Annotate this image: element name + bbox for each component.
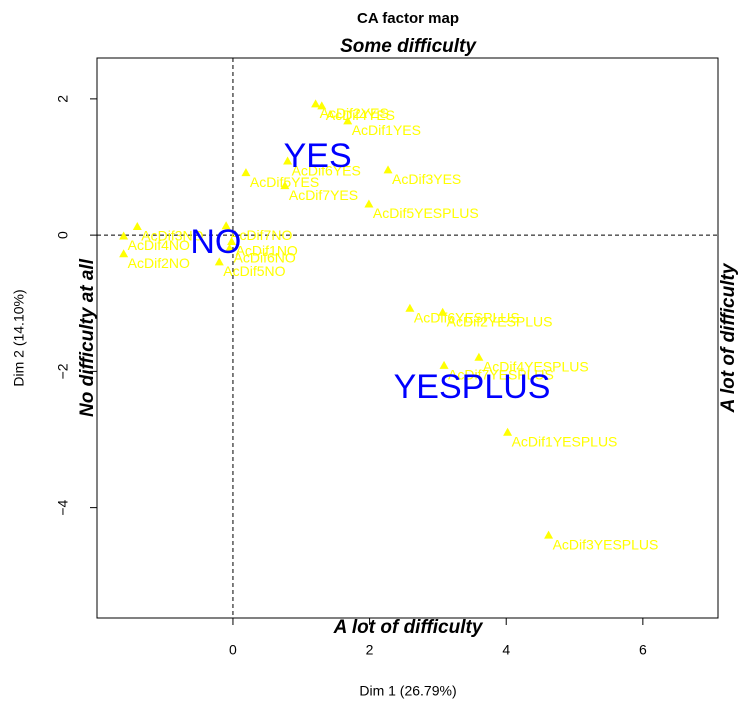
x-tick-label: 0 <box>229 642 237 658</box>
row-label: AcDif7YESPLUS <box>448 367 554 383</box>
x-tick-label: 6 <box>639 642 647 658</box>
row-point <box>503 427 513 436</box>
chart-title: CA factor map <box>357 10 459 27</box>
row-label: AcDif2YESPLUS <box>447 313 553 329</box>
row-point <box>132 221 142 230</box>
col-label: YES <box>284 137 352 175</box>
row-point <box>364 199 374 208</box>
row-point <box>241 168 251 177</box>
row-label: AcDif3YESPLUS <box>553 536 659 552</box>
row-point <box>119 231 129 240</box>
row-label: AcDif4YESPLUS <box>483 358 589 374</box>
y-tick-label: −2 <box>55 363 71 379</box>
y-axis-label: Dim 2 (14.10%) <box>11 289 27 386</box>
annotation-left: No difficulty at all <box>77 258 98 417</box>
x-axis-label: Dim 1 (26.79%) <box>359 683 456 699</box>
row-point <box>227 236 237 245</box>
row-point <box>383 165 393 174</box>
row-point <box>225 243 235 252</box>
plot-frame <box>96 57 719 619</box>
row-label: AcDif6NO <box>234 249 296 265</box>
row-label: AcDif2NO <box>128 255 190 271</box>
row-point <box>439 360 449 369</box>
row-label: AcDif4NO <box>128 237 190 253</box>
row-point <box>474 352 484 361</box>
col-label: NO <box>190 223 241 261</box>
y-tick-label: 2 <box>55 95 71 103</box>
row-label: AcDif5NO <box>223 263 285 279</box>
annotation-top: Some difficulty <box>340 36 477 57</box>
row-label: AcDif3NO <box>141 228 203 244</box>
row-point <box>438 307 448 316</box>
row-label: AcDif7YES <box>289 187 358 203</box>
row-point <box>221 221 231 230</box>
x-tick-label: 2 <box>366 642 374 658</box>
row-point <box>280 181 290 190</box>
y-tick-label: 0 <box>55 231 71 239</box>
annotation-right: A lot of difficulty <box>718 262 739 413</box>
row-label: AcDif4YES <box>326 107 395 123</box>
row-label: AcDif5YESPLUS <box>373 205 479 221</box>
col-label: YESPLUS <box>394 368 551 406</box>
x-tick-label: 4 <box>502 642 510 658</box>
row-point <box>214 257 224 266</box>
row-label: AcDif2YES <box>320 105 389 121</box>
annotation-bottom: A lot of difficulty <box>333 617 484 638</box>
row-label: AcDif1YESPLUS <box>512 433 618 449</box>
y-tick-label: −4 <box>55 499 71 515</box>
row-point <box>405 303 415 312</box>
row-label: AcDif1YES <box>352 122 421 138</box>
row-label: AcDif7NO <box>230 227 292 243</box>
row-point <box>311 99 321 108</box>
row-label: AcDif6YES <box>292 162 361 178</box>
row-label: AcDif3YES <box>392 171 461 187</box>
row-point <box>343 116 353 125</box>
row-point <box>283 156 293 165</box>
row-label: AcDif1NO <box>236 243 298 259</box>
row-point <box>544 530 554 539</box>
row-point <box>317 101 327 110</box>
row-point <box>119 249 129 258</box>
